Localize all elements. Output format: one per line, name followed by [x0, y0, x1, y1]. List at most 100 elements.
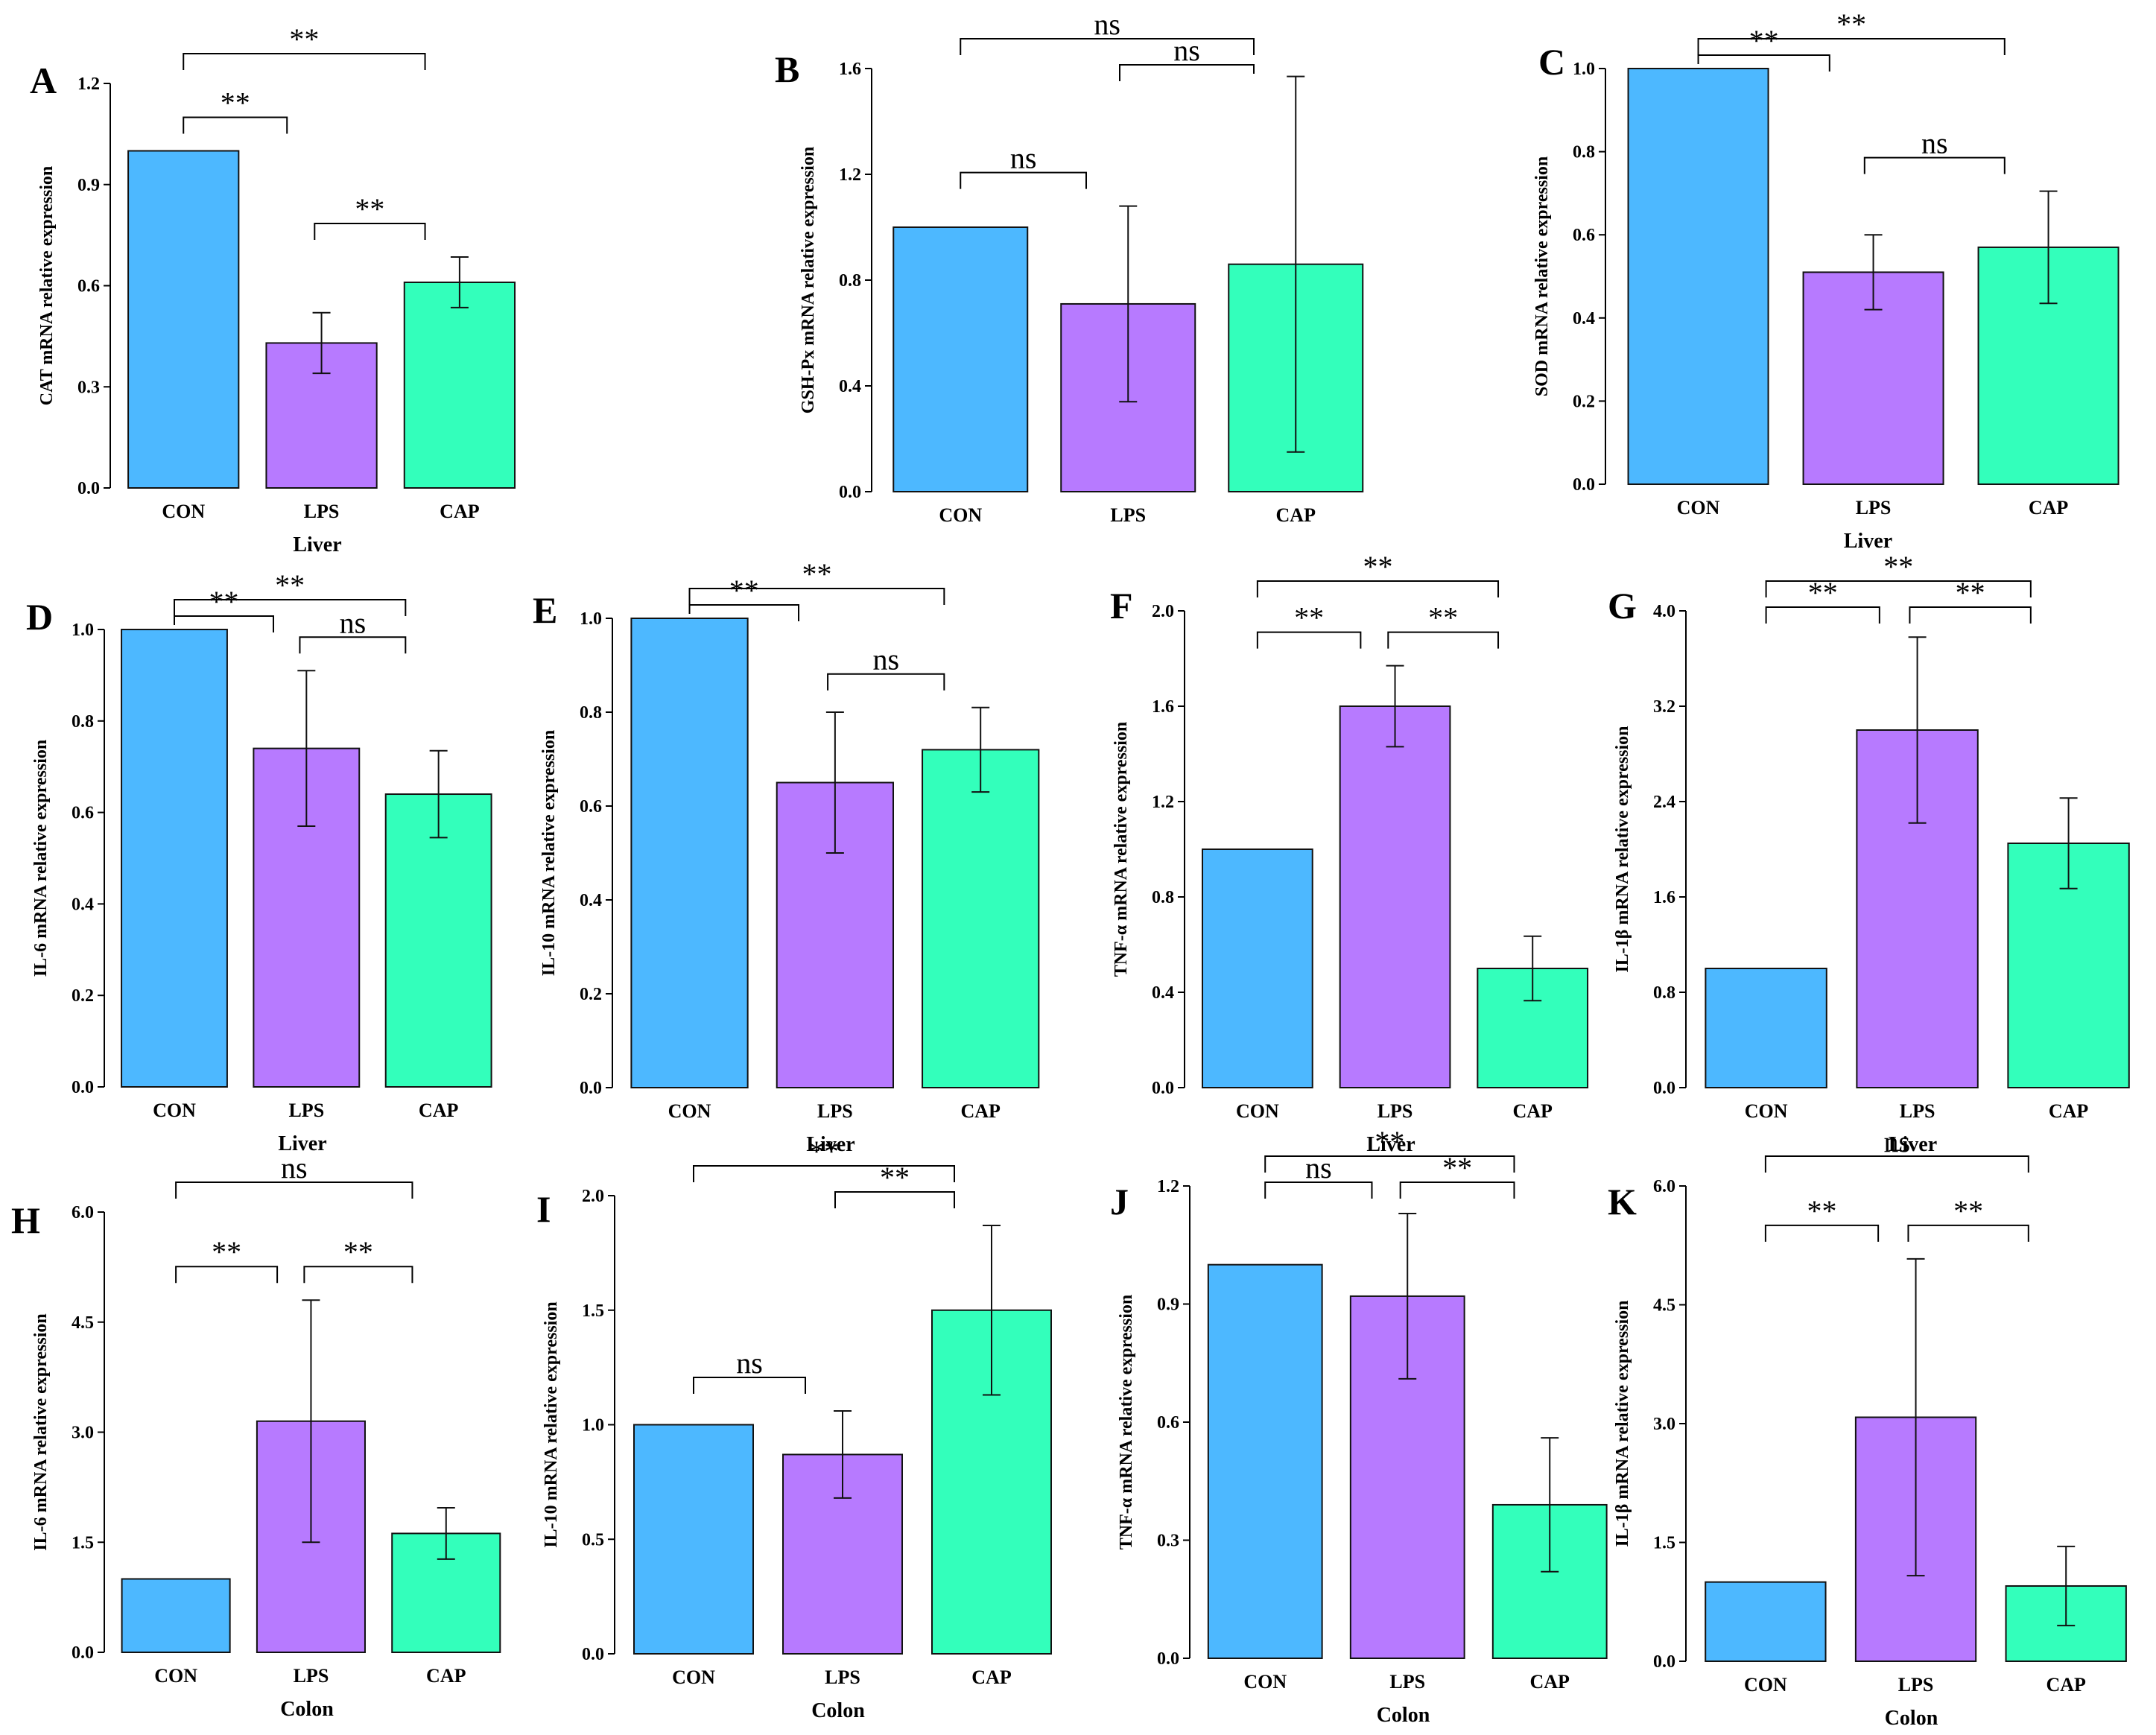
significance-label: ** — [1749, 24, 1779, 57]
bar-lps — [1339, 705, 1451, 1088]
significance-label: ** — [275, 568, 305, 602]
x-tick-label: CAP — [1276, 504, 1316, 526]
significance-label: ** — [729, 574, 759, 607]
y-tick-label: 2.4 — [1653, 793, 1675, 812]
y-tick-label: 0.6 — [580, 797, 602, 816]
y-tick-label: 6.0 — [72, 1203, 94, 1222]
y-tick-label: 0.2 — [72, 986, 94, 1006]
bar-cap — [384, 793, 492, 1088]
x-tick-label: CON — [939, 504, 982, 526]
significance-bracket — [175, 1266, 279, 1284]
y-tick-label: 0.8 — [72, 712, 94, 732]
y-tick-label: 0.6 — [77, 277, 100, 296]
x-tick-label: LPS — [288, 1100, 324, 1121]
x-tick-label: CAP — [971, 1666, 1012, 1688]
panel-d: D 0.0 0.2 0.4 0.6 0.8 1.0 IL-6 mRNA relative ex… — [26, 568, 492, 1155]
y-tick-label: 0.8 — [1152, 888, 1174, 907]
x-axis-label: Colon — [811, 1699, 865, 1722]
bar-con — [633, 1424, 754, 1655]
x-axis-label: Liver — [806, 1133, 855, 1156]
y-tick-label: 0.0 — [77, 479, 100, 498]
bar-cap — [403, 281, 516, 489]
panel-letter: I — [536, 1188, 551, 1230]
significance-bracket — [1697, 38, 2006, 55]
y-tick-label: 1.6 — [1152, 697, 1174, 717]
y-tick-label: 0.5 — [582, 1530, 604, 1550]
y-tick-label: 0.0 — [1157, 1649, 1179, 1669]
significance-label: ns — [1884, 1125, 1911, 1158]
significance-label: ** — [209, 585, 238, 618]
significance-bracket — [173, 599, 407, 616]
y-tick-label: 0.9 — [77, 176, 100, 195]
y-tick-label: 0.0 — [1653, 1079, 1675, 1098]
significance-bracket — [960, 38, 1255, 55]
significance-label: ** — [809, 1135, 839, 1168]
significance-label: ** — [212, 1235, 241, 1269]
significance-bracket — [1264, 1155, 1515, 1173]
x-tick-label: CON — [1236, 1100, 1279, 1122]
panel-f: F 0.0 0.4 0.8 1.2 1.6 2.0 TNF-α mRNA relative e… — [1110, 550, 1589, 1156]
y-tick-label: 0.0 — [580, 1079, 602, 1098]
panel-letter: A — [30, 60, 57, 101]
significance-bracket — [693, 1165, 955, 1182]
significance-label: ** — [1956, 576, 1985, 609]
x-tick-label: LPS — [1856, 497, 1892, 518]
bar-con — [1627, 68, 1769, 485]
y-tick-label: 1.6 — [1653, 888, 1675, 907]
significance-bracket — [1264, 1181, 1373, 1199]
x-tick-label: LPS — [825, 1666, 860, 1688]
significance-bracket — [1764, 1155, 2029, 1173]
y-axis-label: TNF-α mRNA relative expression — [1112, 722, 1131, 977]
x-tick-label: CAP — [960, 1100, 1001, 1122]
y-tick-label: 1.0 — [72, 621, 94, 640]
significance-bracket — [175, 1181, 413, 1199]
x-tick-label: LPS — [1377, 1100, 1413, 1122]
panel-e: E 0.0 0.2 0.4 0.6 0.8 1.0 IL-10 mRNA relative e… — [533, 557, 1040, 1156]
x-axis-label: Colon — [280, 1698, 334, 1721]
significance-label: ** — [880, 1161, 910, 1194]
y-tick-label: 3.2 — [1653, 697, 1675, 717]
bar-con — [127, 150, 240, 489]
x-tick-label: LPS — [1898, 1674, 1934, 1696]
y-tick-label: 6.0 — [1653, 1177, 1675, 1196]
bar-con — [1202, 849, 1313, 1088]
panel-letter: F — [1110, 585, 1133, 627]
significance-label: ** — [1836, 7, 1866, 41]
x-tick-label: CAP — [419, 1100, 459, 1121]
y-axis-label: IL-1β mRNA relative expression — [1613, 726, 1632, 972]
panel-letter: B — [775, 48, 799, 90]
x-axis-label: Liver — [278, 1132, 326, 1155]
bar-cap — [922, 749, 1040, 1089]
significance-bracket — [1907, 1224, 2029, 1242]
x-tick-label: CAP — [440, 501, 480, 522]
y-tick-label: 0.0 — [72, 1643, 94, 1663]
significance-bracket — [688, 604, 800, 621]
significance-label: ** — [1883, 550, 1913, 583]
x-axis-label: Liver — [1889, 1133, 1937, 1156]
significance-bracket — [183, 116, 288, 134]
panel-letter: K — [1608, 1181, 1637, 1222]
significance-bracket — [1765, 580, 2032, 597]
y-tick-label: 1.2 — [77, 74, 100, 94]
x-tick-label: CON — [1243, 1671, 1287, 1693]
x-tick-label: LPS — [1110, 504, 1146, 526]
bar-con — [121, 629, 228, 1088]
significance-label: ** — [1375, 1125, 1404, 1158]
significance-bracket — [1764, 1224, 1880, 1242]
significance-bracket — [173, 615, 274, 632]
significance-label: ** — [1428, 601, 1458, 635]
significance-bracket — [1863, 156, 2006, 174]
panel-letter: E — [533, 589, 557, 631]
significance-bracket — [688, 588, 945, 605]
x-axis-label: Liver — [1844, 530, 1892, 553]
x-tick-label: CON — [1745, 1100, 1788, 1122]
significance-label: ns — [1010, 142, 1037, 175]
y-tick-label: 1.2 — [1152, 793, 1174, 812]
x-axis-label: Colon — [1377, 1704, 1430, 1727]
panel-letter: J — [1110, 1181, 1129, 1222]
significance-label: ns — [1094, 7, 1120, 41]
y-axis-label: GSH-Px mRNA relative expression — [799, 147, 818, 413]
y-tick-label: 0.0 — [582, 1645, 604, 1664]
y-tick-label: 3.0 — [72, 1424, 94, 1443]
